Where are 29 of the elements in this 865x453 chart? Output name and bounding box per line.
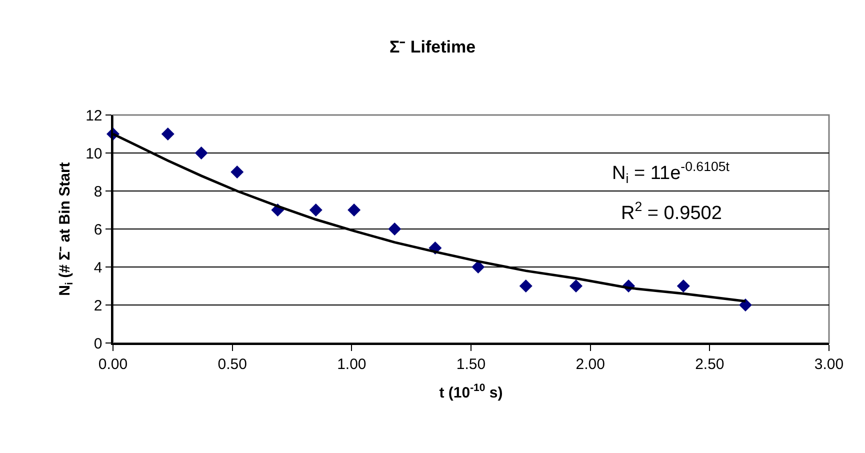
y-tick-label: 4 — [94, 259, 102, 276]
point — [230, 166, 244, 178]
x-tick-label: 2.50 — [695, 356, 724, 373]
x-tick-label: 1.00 — [337, 356, 366, 373]
x-axis-title: t (10$^{-10}$ s) — [439, 382, 503, 402]
chart-title: Σ⁻ Lifetime — [389, 38, 476, 57]
point — [519, 280, 532, 292]
x-tick-label: 2.00 — [576, 356, 605, 373]
point — [309, 204, 322, 216]
point — [388, 222, 402, 236]
point — [194, 146, 208, 160]
annotation: R$^{2}$ = 0.9502 — [621, 199, 722, 224]
x-tick-label: 3.00 — [814, 356, 844, 373]
y-tick-label: 2 — [94, 297, 102, 314]
x-tick-label: 1.50 — [456, 356, 486, 373]
point — [472, 260, 485, 274]
point — [676, 280, 690, 292]
y-tick-label: 0 — [94, 335, 102, 352]
y-tick-label: 6 — [94, 221, 102, 238]
point — [348, 204, 361, 216]
y-tick-label: 10 — [86, 145, 102, 162]
y-tick-label: 12 — [86, 107, 102, 124]
point — [161, 128, 174, 140]
x-tick-label: 0.00 — [98, 356, 128, 373]
annotation: N$_{i}$ = 11e$^{-0.6105t}$ — [612, 159, 730, 186]
x-tick-label: 0.50 — [218, 356, 247, 373]
point — [570, 280, 583, 292]
point — [738, 298, 752, 312]
y-tick-label: 8 — [94, 183, 102, 200]
